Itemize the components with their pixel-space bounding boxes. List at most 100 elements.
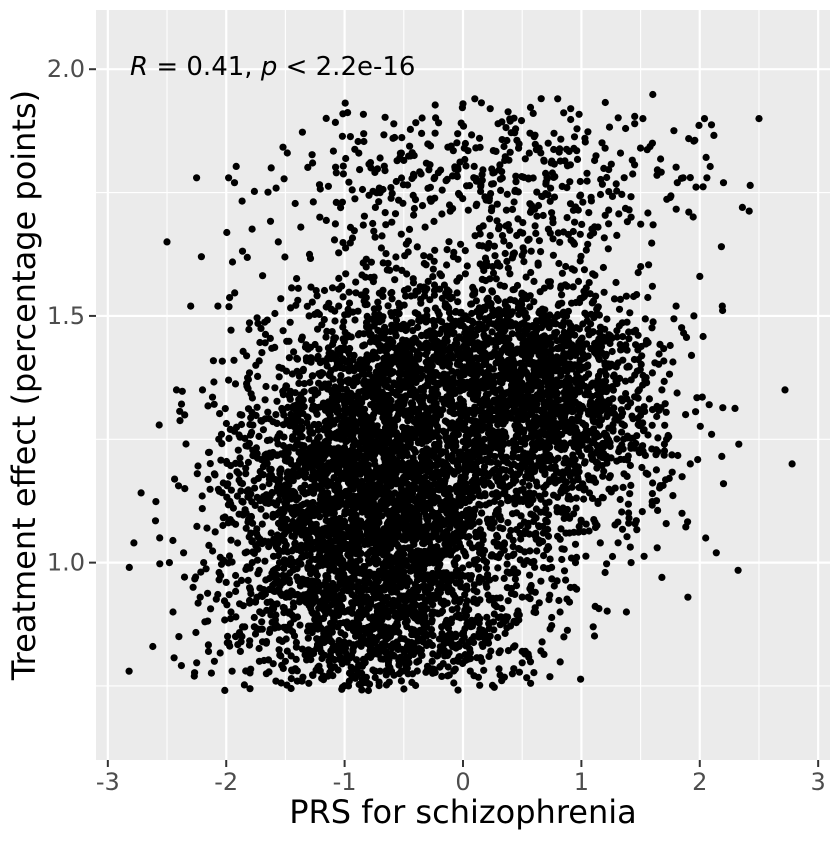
data-point [504, 411, 511, 418]
data-point [521, 450, 528, 457]
data-point [335, 524, 342, 531]
data-point [478, 509, 485, 516]
data-point [519, 479, 526, 486]
data-point [234, 539, 241, 546]
data-point [262, 512, 269, 519]
data-point [364, 551, 371, 558]
data-point [656, 341, 663, 348]
data-point [335, 275, 342, 282]
data-point [407, 544, 414, 551]
data-point [641, 553, 648, 560]
data-point [400, 560, 407, 567]
data-point [254, 373, 261, 380]
data-point [533, 547, 540, 554]
data-point [572, 541, 579, 548]
data-point [540, 552, 547, 559]
data-point [478, 409, 485, 416]
data-point [367, 274, 374, 281]
data-point [212, 528, 219, 535]
data-point [656, 350, 663, 357]
data-point [319, 370, 326, 377]
data-point [617, 496, 624, 503]
data-point [288, 685, 295, 692]
data-point [735, 567, 742, 574]
data-point [615, 539, 622, 546]
data-point [219, 358, 226, 365]
data-point [526, 482, 533, 489]
data-point [358, 271, 365, 278]
data-point [465, 533, 472, 540]
data-point [564, 627, 571, 634]
data-point [450, 431, 457, 438]
data-point [639, 508, 646, 515]
data-point [625, 335, 632, 342]
data-point [408, 505, 415, 512]
data-point [443, 261, 450, 268]
data-point [635, 395, 642, 402]
data-point [182, 440, 189, 447]
data-point [286, 354, 293, 361]
data-point [509, 552, 516, 559]
data-point [593, 434, 600, 441]
data-point [555, 260, 562, 267]
data-point [224, 633, 231, 640]
data-point [203, 525, 210, 532]
data-point [331, 236, 338, 243]
data-point [448, 456, 455, 463]
data-point [287, 396, 294, 403]
data-point [537, 288, 544, 295]
data-point [600, 264, 607, 271]
data-point [552, 399, 559, 406]
data-point [402, 536, 409, 543]
data-point [320, 455, 327, 462]
data-point [697, 423, 704, 430]
data-point [551, 409, 558, 416]
data-point [670, 315, 677, 322]
data-point [596, 391, 603, 398]
data-point [400, 545, 407, 552]
data-point [612, 485, 619, 492]
data-point [361, 484, 368, 491]
data-point [718, 453, 725, 460]
data-point [602, 455, 609, 462]
data-point [541, 332, 548, 339]
data-point [379, 429, 386, 436]
data-point [488, 482, 495, 489]
data-point [535, 260, 542, 267]
data-point [363, 540, 370, 547]
data-point [273, 398, 280, 405]
data-point [207, 460, 214, 467]
data-point [551, 363, 558, 370]
data-point [598, 343, 605, 350]
data-point [339, 451, 346, 458]
data-point [315, 484, 322, 491]
data-point [389, 405, 396, 412]
data-point [731, 405, 738, 412]
data-point [433, 443, 440, 450]
data-point [319, 464, 326, 471]
data-point [544, 518, 551, 525]
data-point [449, 547, 456, 554]
data-point [679, 473, 686, 480]
data-point [181, 574, 188, 581]
data-point [612, 279, 619, 286]
data-point [232, 588, 239, 595]
data-point [596, 422, 603, 429]
data-point [436, 486, 443, 493]
data-point [420, 524, 427, 531]
data-point [210, 378, 217, 385]
data-point [343, 618, 350, 625]
data-point [271, 310, 278, 317]
data-point [291, 533, 298, 540]
data-point [607, 332, 614, 339]
data-point [609, 553, 616, 560]
data-point [341, 518, 348, 525]
data-point [251, 623, 258, 630]
data-point [503, 467, 510, 474]
data-point [259, 521, 266, 528]
data-point [577, 336, 584, 343]
data-point [430, 266, 437, 273]
data-point [623, 364, 630, 371]
data-point [609, 428, 616, 435]
